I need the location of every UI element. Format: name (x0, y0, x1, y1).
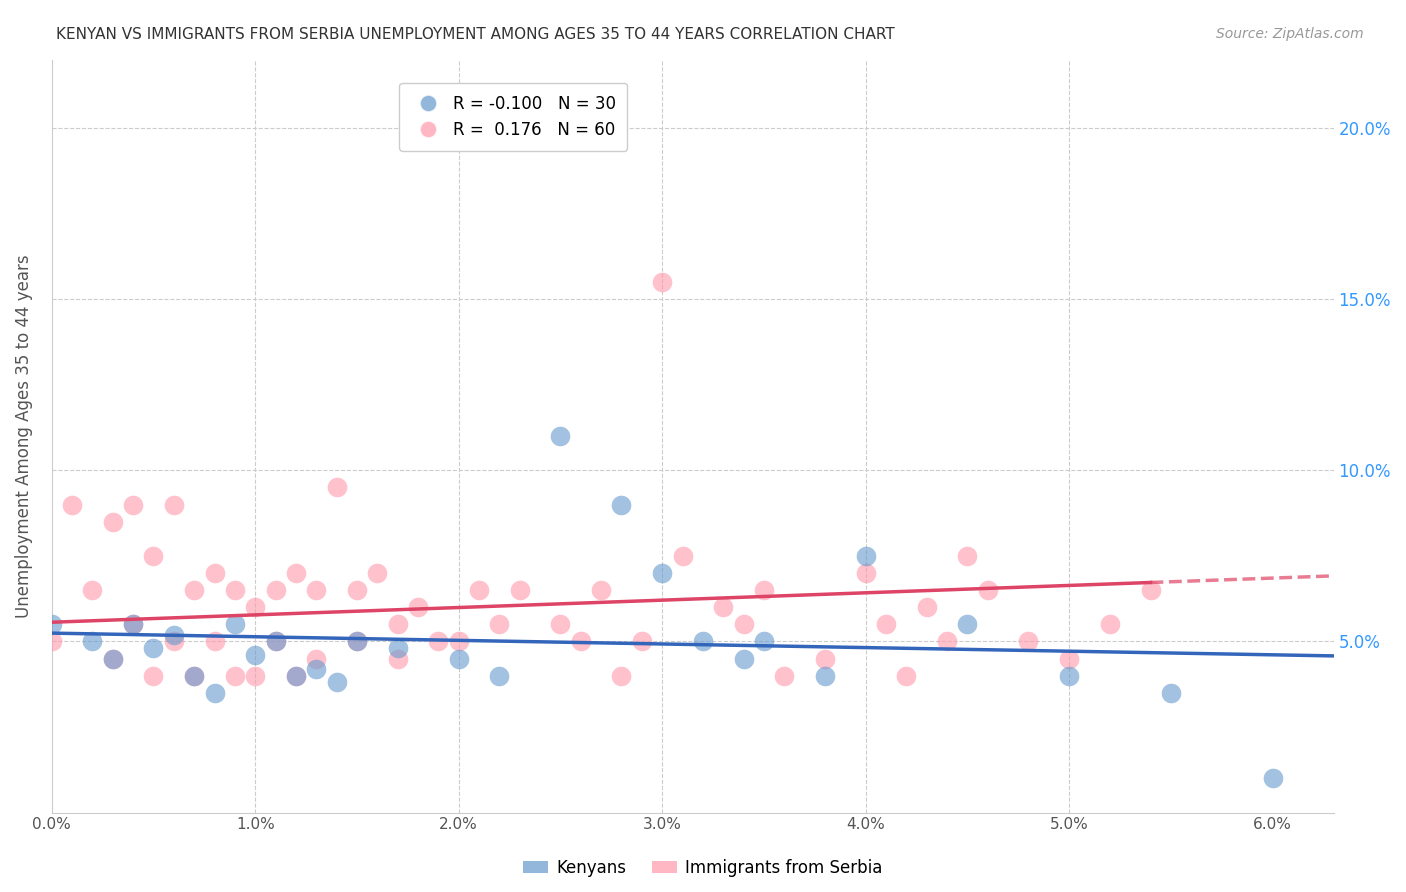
Point (630, 634, 652, 648)
Point (711, 600, 734, 615)
Legend: Kenyans, Immigrants from Serbia: Kenyans, Immigrants from Serbia (517, 853, 889, 884)
Point (387, 651, 409, 665)
Point (651, 275, 673, 289)
Point (264, 634, 287, 648)
Point (204, 634, 226, 648)
Point (814, 651, 837, 665)
Point (204, 686, 226, 700)
Point (550, 429, 572, 443)
Point (305, 583, 328, 598)
Point (325, 480, 347, 494)
Point (569, 634, 592, 648)
Point (101, 651, 124, 665)
Point (468, 583, 491, 598)
Point (956, 617, 979, 632)
Point (591, 583, 613, 598)
Point (692, 634, 714, 648)
Point (183, 668, 205, 682)
Point (733, 617, 755, 632)
Point (41, 617, 63, 632)
Y-axis label: Unemployment Among Ages 35 to 44 years: Unemployment Among Ages 35 to 44 years (15, 254, 32, 618)
Point (60, 498, 83, 512)
Point (366, 566, 388, 580)
Point (224, 668, 246, 682)
Legend: R = -0.100   N = 30, R =  0.176   N = 60: R = -0.100 N = 30, R = 0.176 N = 60 (399, 83, 627, 151)
Point (346, 634, 368, 648)
Point (224, 617, 246, 632)
Point (325, 675, 347, 690)
Point (387, 641, 409, 656)
Point (245, 648, 267, 662)
Point (488, 617, 510, 632)
Point (447, 651, 470, 665)
Point (915, 600, 938, 615)
Point (1160, 686, 1182, 700)
Point (224, 583, 246, 598)
Point (245, 668, 267, 682)
Point (82, 634, 104, 648)
Point (752, 583, 775, 598)
Point (488, 668, 510, 682)
Point (977, 583, 1000, 598)
Point (1261, 772, 1284, 786)
Point (814, 668, 837, 682)
Point (346, 634, 368, 648)
Point (163, 634, 186, 648)
Point (447, 634, 470, 648)
Point (284, 566, 307, 580)
Point (284, 668, 307, 682)
Point (245, 600, 267, 615)
Point (183, 583, 205, 598)
Point (936, 634, 959, 648)
Point (610, 498, 633, 512)
Point (101, 651, 124, 665)
Point (956, 549, 979, 563)
Point (41, 634, 63, 648)
Text: Source: ZipAtlas.com: Source: ZipAtlas.com (1216, 27, 1364, 41)
Point (163, 627, 186, 641)
Point (651, 566, 673, 580)
Point (610, 668, 633, 682)
Point (346, 583, 368, 598)
Point (264, 583, 287, 598)
Point (855, 549, 877, 563)
Point (1057, 668, 1080, 682)
Point (101, 515, 124, 529)
Point (122, 617, 145, 632)
Point (305, 651, 328, 665)
Point (142, 668, 165, 682)
Point (509, 583, 531, 598)
Point (1057, 651, 1080, 665)
Point (550, 617, 572, 632)
Point (122, 498, 145, 512)
Point (183, 668, 205, 682)
Point (875, 617, 897, 632)
Point (163, 498, 186, 512)
Point (671, 549, 693, 563)
Point (305, 662, 328, 676)
Point (1139, 583, 1161, 598)
Point (1017, 634, 1039, 648)
Point (122, 617, 145, 632)
Point (264, 634, 287, 648)
Point (752, 634, 775, 648)
Point (387, 617, 409, 632)
Point (1098, 617, 1121, 632)
Point (427, 634, 450, 648)
Point (82, 583, 104, 598)
Point (142, 549, 165, 563)
Point (896, 668, 918, 682)
Text: KENYAN VS IMMIGRANTS FROM SERBIA UNEMPLOYMENT AMONG AGES 35 TO 44 YEARS CORRELAT: KENYAN VS IMMIGRANTS FROM SERBIA UNEMPLO… (56, 27, 896, 42)
Point (773, 668, 796, 682)
Point (733, 651, 755, 665)
Point (142, 641, 165, 656)
Point (284, 668, 307, 682)
Point (204, 566, 226, 580)
Point (855, 566, 877, 580)
Point (406, 600, 429, 615)
